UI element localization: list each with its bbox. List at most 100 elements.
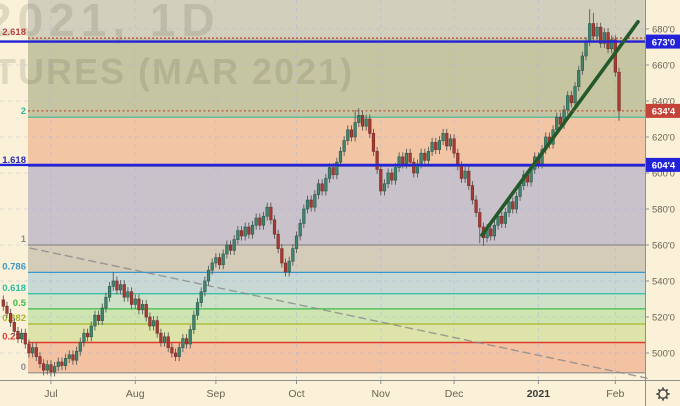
candle (269, 202, 273, 225)
candle (203, 276, 207, 297)
trendline-downtrend[interactable] (29, 247, 648, 379)
candle (192, 310, 196, 335)
candle (448, 134, 453, 151)
candle (599, 22, 603, 48)
price-badge-label: 634'4 (652, 107, 676, 118)
candle (492, 220, 497, 241)
candle (232, 235, 236, 255)
candle (434, 137, 438, 155)
candle (5, 301, 9, 318)
candle (115, 276, 119, 295)
candle (379, 164, 383, 196)
fib-label-2: 2 (21, 106, 26, 117)
candle (342, 136, 346, 156)
fib-band (28, 244, 645, 273)
candle (100, 303, 104, 326)
candle (261, 211, 266, 230)
candle (254, 213, 258, 230)
candle (305, 195, 310, 214)
candle (412, 157, 416, 178)
candle (602, 28, 606, 48)
candle (38, 352, 42, 369)
candle (148, 312, 152, 331)
candle (324, 173, 328, 196)
fib-label-0.236: 0.236 (2, 332, 26, 343)
horizontal-ray-lines[interactable] (0, 40, 645, 167)
candle (426, 146, 431, 165)
trendline-uptrend[interactable] (480, 19, 640, 237)
price-tick-label: 540'0 (652, 276, 675, 287)
candle (316, 179, 321, 200)
candle (287, 256, 291, 277)
candle (188, 325, 192, 349)
candle (243, 222, 247, 241)
candle (393, 163, 398, 185)
candle (566, 91, 570, 115)
candle (42, 359, 46, 376)
candle (437, 136, 442, 155)
price-tick-label: 680'0 (652, 24, 675, 35)
candle (390, 168, 394, 185)
fib-label-0: 0 (21, 362, 26, 373)
candle (82, 328, 86, 347)
candle (16, 326, 20, 344)
candle (349, 125, 354, 142)
candle (511, 197, 515, 214)
fib-band (28, 308, 645, 325)
candle (500, 211, 504, 228)
candle (184, 334, 189, 349)
candle (129, 287, 134, 309)
candle (126, 287, 130, 302)
candle (375, 146, 379, 174)
time-tick-label: Aug (126, 388, 145, 400)
candle (93, 310, 97, 331)
candle (382, 179, 387, 196)
candle (236, 226, 240, 245)
candle (34, 343, 38, 362)
scale-settings-gear-icon[interactable] (656, 387, 670, 401)
candle (313, 190, 317, 212)
candle (423, 148, 427, 165)
candle (573, 82, 577, 108)
candle (162, 332, 167, 347)
candle (368, 114, 372, 138)
candle (221, 249, 225, 270)
candle (298, 218, 302, 241)
candle (514, 191, 518, 214)
candle (23, 328, 27, 349)
candle (408, 148, 412, 167)
candle (228, 240, 233, 255)
candle (283, 258, 288, 277)
watermark-line-2: TURES (MAR 2021) (0, 51, 354, 92)
candle (474, 195, 478, 218)
candle (118, 280, 123, 295)
candle (386, 168, 390, 189)
candle (591, 12, 595, 41)
watermark-line-1: 2021, 1D (0, 0, 221, 46)
time-tick-label: Feb (606, 388, 624, 400)
candle (489, 224, 493, 241)
candle (96, 310, 101, 326)
candle (159, 328, 163, 347)
candle (170, 343, 174, 358)
candle (122, 280, 126, 302)
time-tick-label: Sep (207, 388, 226, 400)
fib-label-1: 1 (21, 234, 27, 245)
downtrend-line[interactable] (29, 247, 648, 379)
fib-band (28, 293, 645, 309)
candle (577, 65, 581, 92)
candle (206, 265, 211, 286)
candle (280, 244, 284, 268)
uptrend-line[interactable] (480, 19, 640, 237)
candle (276, 229, 280, 254)
candle (463, 166, 467, 183)
candle (214, 253, 218, 268)
time-tick-label: Dec (445, 388, 464, 400)
candle (272, 215, 277, 239)
candle (353, 109, 357, 142)
candle (397, 152, 401, 173)
candle (327, 163, 332, 183)
candle (166, 332, 170, 353)
